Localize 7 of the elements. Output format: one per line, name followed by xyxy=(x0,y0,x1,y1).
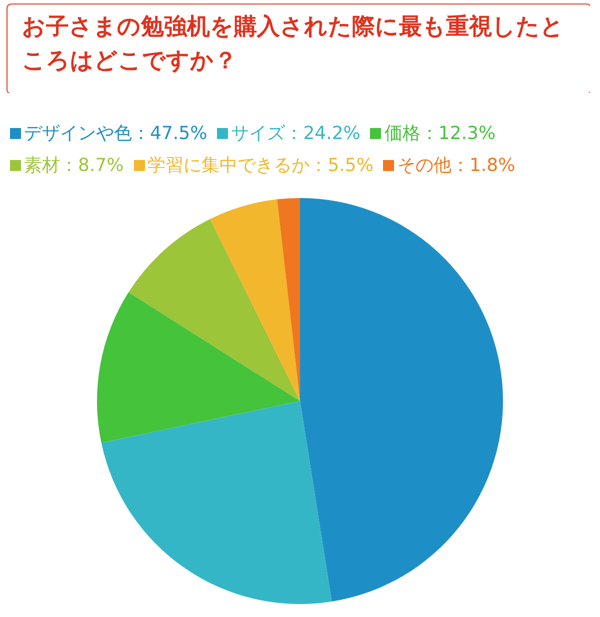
legend-label: 学習に集中できるか：5.5% xyxy=(148,155,374,176)
legend-label: サイズ：24.2% xyxy=(231,123,360,144)
chart-title: お子さまの勉強机を購入された際に最も重視したところはどこですか？ xyxy=(22,13,565,76)
legend-label: その他：1.8% xyxy=(397,155,516,176)
legend-label: 価格：12.3% xyxy=(384,123,496,144)
legend-label: デザインや色：47.5% xyxy=(24,123,208,144)
legend-label: 素材：8.7% xyxy=(24,155,124,176)
